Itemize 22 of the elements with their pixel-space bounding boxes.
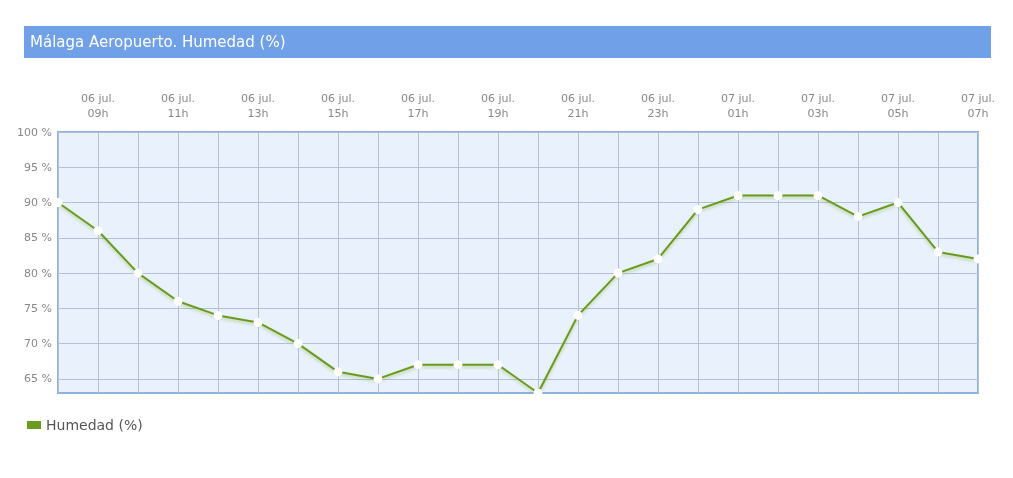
x-tick-label: 07 jul. 01h <box>720 92 756 120</box>
x-tick-label: 06 jul. 13h <box>240 92 276 120</box>
y-tick-label: 75 % <box>24 301 52 315</box>
x-tick-label: 07 jul. 05h <box>880 92 916 120</box>
y-tick-label: 90 % <box>24 196 52 210</box>
x-tick-label: 07 jul. 07h <box>960 92 996 120</box>
x-tick-label: 06 jul. 23h <box>640 92 676 120</box>
chart-title: Málaga Aeropuerto. Humedad (%) <box>30 33 286 51</box>
y-tick-label: 85 % <box>24 231 52 245</box>
y-tick-label: 95 % <box>24 160 52 174</box>
x-tick-label: 06 jul. 19h <box>480 92 516 120</box>
x-tick-label: 06 jul. 09h <box>80 92 116 120</box>
y-tick-label: 65 % <box>24 372 52 386</box>
y-tick-label: 80 % <box>24 266 52 280</box>
x-tick-label: 06 jul. 21h <box>560 92 596 120</box>
y-tick-label: 70 % <box>24 337 52 351</box>
x-tick-label: 06 jul. 15h <box>320 92 356 120</box>
y-tick-label: 100 % <box>17 125 52 139</box>
x-tick-label: 06 jul. 11h <box>160 92 196 120</box>
legend-label: Humedad (%) <box>46 417 143 433</box>
x-tick-label: 07 jul. 03h <box>800 92 836 120</box>
x-tick-label: 06 jul. 17h <box>400 92 436 120</box>
